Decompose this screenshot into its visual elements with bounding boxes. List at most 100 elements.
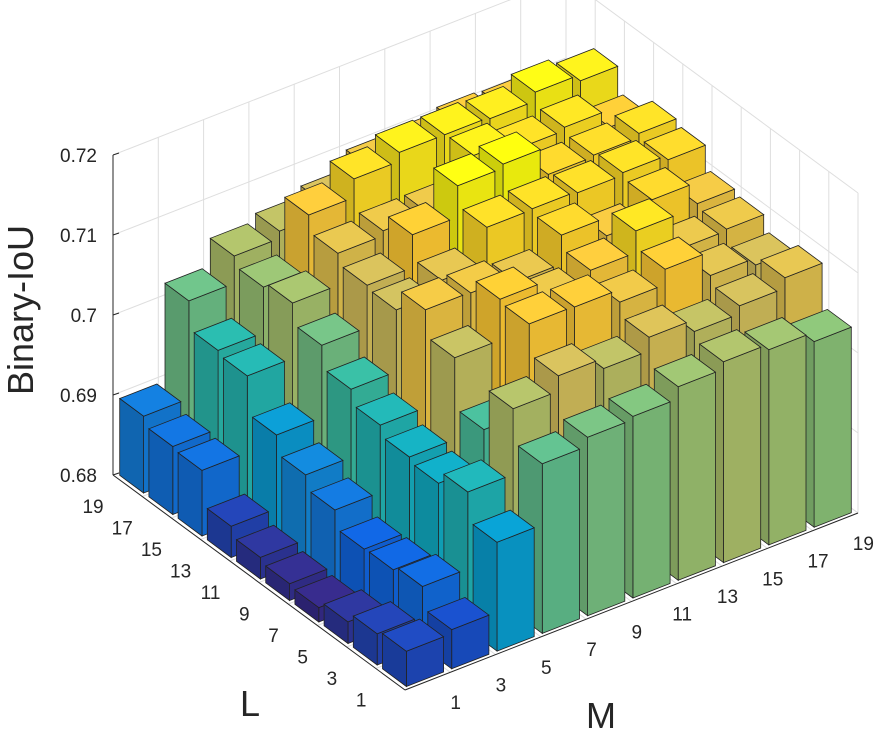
bar-top-face bbox=[339, 516, 403, 550]
bar-top-face bbox=[280, 442, 344, 476]
bar-top-face bbox=[643, 127, 707, 161]
bar-top-face bbox=[536, 202, 600, 236]
bar-top-face bbox=[611, 198, 674, 232]
bar-top-face bbox=[118, 383, 182, 417]
z-tick-mark bbox=[112, 392, 120, 396]
bar-top-face bbox=[148, 413, 211, 447]
l-tick-label: 9 bbox=[239, 604, 250, 625]
bar-top-face bbox=[313, 220, 376, 254]
z-tick-label: 0.71 bbox=[60, 226, 97, 247]
bar-L1-M1 bbox=[381, 618, 445, 688]
bar-top-face bbox=[400, 277, 464, 311]
bar-top-face bbox=[164, 268, 227, 302]
bar-top-face bbox=[193, 317, 257, 351]
bar-top-face bbox=[443, 459, 506, 493]
bar-top-face bbox=[608, 383, 671, 417]
bar-top-face bbox=[342, 252, 406, 286]
m-tick-label: 15 bbox=[762, 569, 783, 590]
z-tick-mark bbox=[112, 152, 120, 156]
l-tick-label: 13 bbox=[170, 561, 191, 582]
bar-front-face bbox=[768, 334, 807, 546]
z-tick-label: 0.68 bbox=[60, 466, 97, 487]
z-tick-mark bbox=[112, 472, 120, 476]
bar-top-face bbox=[387, 202, 451, 236]
bar-top-face bbox=[517, 431, 581, 465]
l-tick-label: 7 bbox=[268, 626, 279, 647]
z-axis-label: Binary-IoU bbox=[0, 225, 41, 395]
bar-top-face bbox=[533, 343, 597, 377]
l-tick-label: 5 bbox=[297, 647, 308, 668]
m-tick-label: 1 bbox=[450, 693, 461, 714]
bar-top-face bbox=[355, 392, 419, 426]
bar-top-face bbox=[539, 94, 603, 128]
z-tick-label: 0.7 bbox=[71, 306, 97, 327]
bar-top-face bbox=[472, 509, 536, 543]
m-tick-label: 7 bbox=[586, 640, 597, 661]
bars-layer bbox=[118, 48, 853, 688]
m-tick-label: 17 bbox=[807, 552, 828, 573]
l-tick-label: 11 bbox=[201, 583, 221, 604]
bar-top-face bbox=[206, 493, 270, 527]
bar-top-face bbox=[283, 182, 347, 216]
bar-top-face bbox=[627, 167, 691, 201]
bar-front-face bbox=[723, 346, 762, 564]
bar-top-face bbox=[209, 223, 273, 257]
z-gridline bbox=[112, 57, 859, 274]
l-tick-label: 3 bbox=[327, 669, 338, 690]
bar-front-face bbox=[813, 326, 852, 528]
bar-top-face bbox=[653, 354, 717, 388]
bar-top-face bbox=[614, 100, 677, 134]
bar-top-face bbox=[310, 477, 373, 511]
z-gridline bbox=[112, 0, 859, 194]
m-tick-label: 3 bbox=[496, 675, 507, 696]
bar-top-face bbox=[297, 312, 360, 346]
axis-line bbox=[112, 474, 406, 691]
bar-top-face bbox=[598, 139, 661, 174]
bar-top-face bbox=[432, 153, 496, 187]
bar-front-face bbox=[496, 527, 535, 652]
bar-top-face bbox=[326, 356, 390, 390]
bar-top-face bbox=[552, 160, 616, 194]
z-tick-label: 0.72 bbox=[60, 146, 97, 167]
bar-top-face bbox=[640, 236, 704, 270]
bar-top-face bbox=[701, 196, 765, 230]
bar-top-face bbox=[555, 48, 619, 82]
bar-top-face bbox=[714, 273, 778, 307]
l-tick-label: 19 bbox=[82, 497, 103, 518]
bar-top-face bbox=[368, 537, 432, 571]
bar-top-face bbox=[504, 291, 568, 325]
bar-top-face bbox=[384, 424, 448, 458]
z-tick-label: 0.69 bbox=[60, 386, 97, 407]
bar-top-face bbox=[549, 274, 613, 308]
bar-top-face bbox=[624, 304, 688, 338]
m-tick-label: 13 bbox=[717, 587, 738, 608]
bar-top-face bbox=[568, 122, 632, 156]
bar-top-face bbox=[426, 596, 490, 631]
bar-top-face bbox=[760, 245, 823, 279]
bar-top-face bbox=[507, 176, 571, 210]
bar-top-face bbox=[235, 524, 299, 558]
bar-front-face bbox=[632, 401, 671, 599]
z-tick-mark bbox=[112, 312, 120, 316]
bar-top-face bbox=[381, 618, 445, 652]
bar-top-face bbox=[429, 325, 493, 359]
bar-top-face bbox=[465, 85, 528, 120]
axis-line bbox=[404, 512, 859, 691]
bar-top-face bbox=[329, 146, 393, 180]
bar-top-face bbox=[419, 102, 483, 136]
m-tick-label: 19 bbox=[853, 534, 874, 555]
y-axis-label: L bbox=[240, 683, 260, 724]
bar-top-face bbox=[510, 59, 574, 93]
bar-top-face bbox=[475, 266, 539, 300]
ticks-layer: 0.680.690.70.710.72135791113151719135791… bbox=[60, 146, 874, 714]
bar-front-face bbox=[587, 422, 626, 617]
bar-top-face bbox=[352, 601, 416, 635]
bar-front-face bbox=[677, 371, 716, 581]
bar-top-face bbox=[462, 194, 525, 228]
bar-front-face bbox=[541, 448, 580, 634]
m-tick-label: 5 bbox=[541, 658, 552, 679]
bar-top-face bbox=[565, 237, 629, 271]
m-tick-label: 9 bbox=[632, 622, 643, 643]
bar-top-face bbox=[222, 343, 286, 377]
